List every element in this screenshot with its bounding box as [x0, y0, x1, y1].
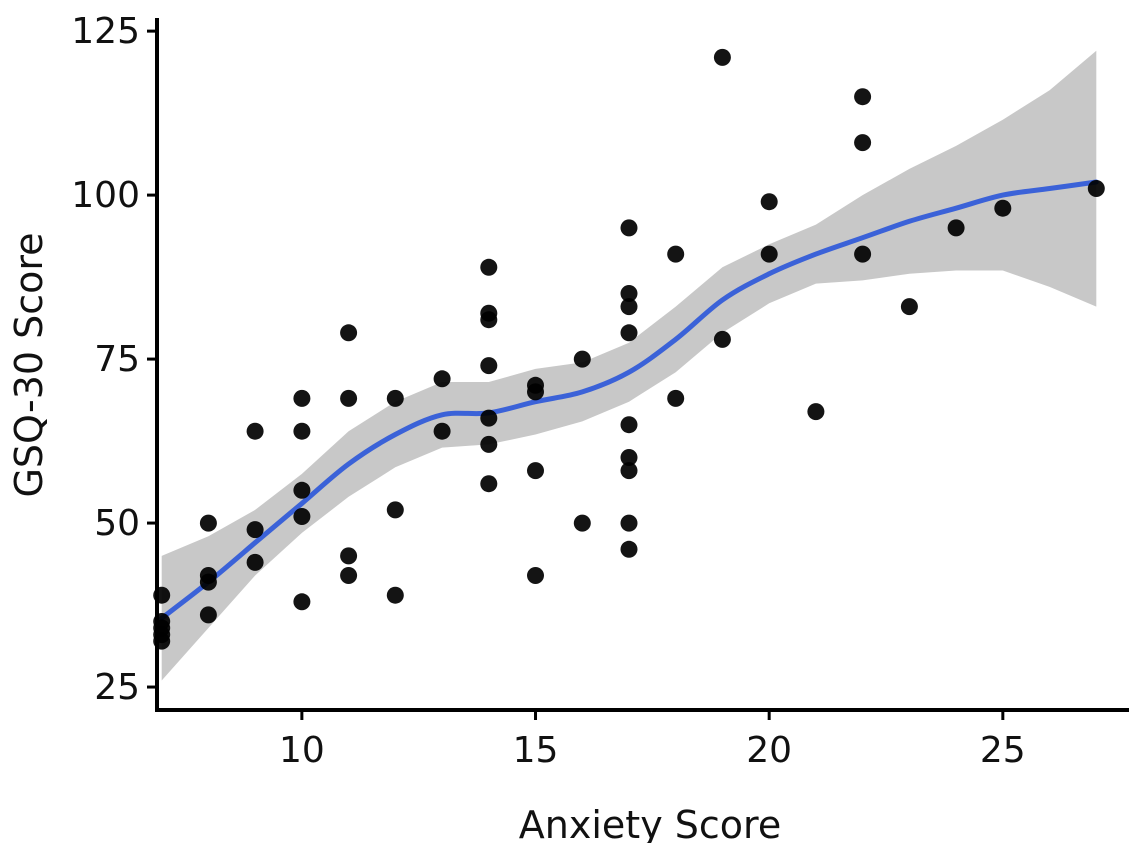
data-point	[480, 435, 498, 453]
axes-layer: 10 15 20 25 25 50 75 100 125	[71, 11, 1129, 771]
data-point	[199, 606, 217, 624]
data-point	[340, 324, 358, 342]
data-point	[199, 514, 217, 532]
x-tick-label: 25	[980, 730, 1026, 771]
data-point	[386, 389, 404, 407]
data-point	[293, 481, 311, 499]
data-point	[620, 449, 638, 466]
data-point	[620, 462, 638, 480]
data-point	[340, 567, 358, 584]
data-point	[386, 501, 404, 519]
data-point	[293, 593, 311, 611]
data-point	[480, 475, 498, 493]
data-point	[386, 586, 404, 604]
data-point	[620, 540, 638, 558]
y-tick-label: 100	[71, 175, 140, 216]
data-point	[527, 567, 544, 584]
data-point	[573, 350, 591, 368]
data-point	[480, 258, 498, 276]
data-point	[947, 219, 965, 237]
x-tick-label: 10	[279, 730, 325, 771]
confidence-band-layer	[161, 50, 1097, 681]
data-point	[573, 514, 591, 532]
data-point	[527, 383, 544, 401]
data-point	[293, 508, 311, 525]
data-point	[480, 311, 498, 329]
data-point	[713, 330, 731, 348]
data-point	[854, 245, 872, 263]
data-point	[433, 370, 451, 388]
data-point	[340, 389, 358, 407]
data-point	[620, 219, 638, 237]
data-point	[807, 403, 825, 421]
y-tick-label: 25	[94, 667, 140, 708]
data-point	[480, 357, 498, 375]
data-point	[760, 245, 778, 263]
data-point	[293, 422, 311, 440]
data-point	[620, 298, 638, 316]
data-point	[433, 422, 451, 440]
data-point	[246, 422, 264, 440]
data-point	[620, 285, 638, 302]
smooth-line	[159, 179, 1099, 621]
data-point	[246, 553, 264, 571]
y-tick-label: 75	[94, 339, 140, 380]
data-point	[667, 389, 685, 407]
x-tick-label: 20	[746, 730, 792, 771]
data-point	[760, 193, 778, 211]
y-tick-label: 125	[71, 11, 140, 52]
data-point	[713, 48, 731, 66]
data-point	[620, 416, 638, 434]
data-point	[480, 409, 498, 427]
data-point	[340, 547, 358, 565]
data-point	[900, 298, 918, 316]
data-point	[620, 514, 638, 532]
data-point	[1087, 180, 1105, 197]
data-point	[527, 462, 544, 480]
data-point	[293, 389, 311, 407]
confidence-band	[161, 50, 1097, 681]
data-point	[246, 521, 264, 539]
data-point	[994, 199, 1012, 217]
x-tick-label: 15	[513, 730, 559, 771]
smooth-line-layer	[159, 179, 1099, 621]
data-point	[620, 324, 638, 342]
y-tick-label: 50	[94, 503, 140, 544]
data-point	[854, 88, 872, 106]
data-point	[667, 245, 685, 263]
points-layer	[153, 48, 1105, 650]
data-point	[199, 573, 217, 591]
y-axis-title: GSQ-30 Score	[7, 232, 51, 497]
data-point	[854, 134, 872, 152]
x-axis-title: Anxiety Score	[519, 803, 781, 843]
